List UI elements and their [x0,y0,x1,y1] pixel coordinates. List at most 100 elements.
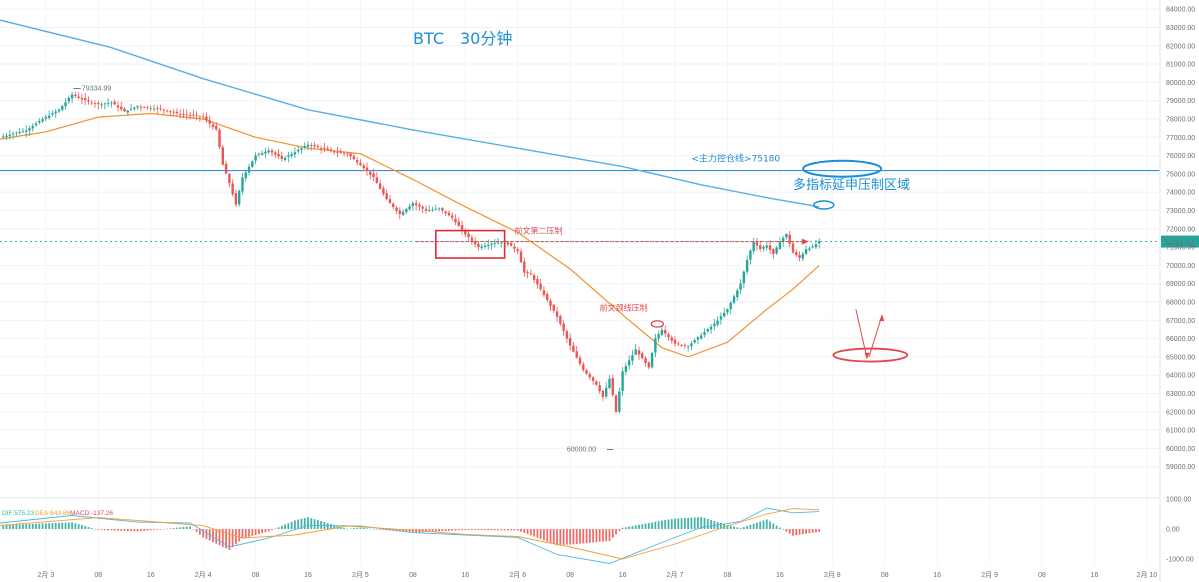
macd-histogram-bar [664,520,667,529]
candle-body [355,160,359,163]
macd-histogram-bar [120,529,123,531]
time-tick-label: 2月 9 [981,571,998,579]
price-tick-label: 75000.00 [1166,171,1195,178]
macd-histogram-bar [762,520,765,529]
candle-body [795,252,798,256]
candle-body [25,130,28,132]
macd-histogram-bar [582,529,585,544]
macd-histogram-bar [54,522,57,529]
price-tick-label: 71000.00 [1166,245,1195,252]
macd-histogram-bar [41,523,44,529]
candle-body [490,243,493,245]
macd-histogram-bar [38,523,41,529]
candle-body [680,345,683,347]
macd-histogram-bar [808,529,811,534]
candle-body [745,259,749,272]
candle-body [546,294,549,300]
time-tick-label: 16 [147,572,155,579]
current-price-tag [1161,235,1199,248]
candle-body [755,242,759,246]
macd-histogram-bar [12,524,15,529]
macd-histogram-bar [549,529,552,543]
candle-body [182,113,185,115]
candle-body [77,96,80,98]
macd-histogram-bar [248,529,250,537]
candle-body [198,116,202,118]
macd-histogram-bar [425,529,427,533]
macd-histogram-bar [575,529,578,544]
candle-body [470,237,474,241]
up-arrowhead [879,314,885,322]
macd-histogram-bar [241,529,244,539]
candle-body [487,244,490,247]
candle-body [641,353,644,359]
macd-histogram-bar [772,523,775,529]
macd-histogram-bar [48,523,51,529]
macd-histogram-bar [798,529,801,535]
candle-body [467,233,470,238]
congestion-box [435,229,506,259]
macd-histogram-bar [615,529,617,535]
candle-body [382,188,385,194]
price-tick-label: 78000.00 [1166,116,1195,123]
time-tick-label: 08 [566,572,574,579]
candle-body [70,94,74,99]
candle-body [598,385,601,392]
candle-body [139,106,143,108]
candle-body [221,147,225,165]
macd-histogram-bar [176,527,178,529]
candle-body [283,157,287,161]
candle-body [306,144,310,147]
candle-body [421,206,424,209]
price-tick-label: 79000.00 [1166,98,1195,105]
macd-histogram-bar [516,529,519,531]
candle-body [303,145,306,148]
macd-histogram-bar [572,529,575,545]
macd-histogram-bar [670,519,673,529]
time-axis: 2月 3 08 16 2月 4 08 16 2月 5 08 16 2月 6 08 16 2月 7 08 16… [0,497,1160,579]
candle-body [565,331,569,339]
macd-histogram-bar [166,528,169,530]
candle-body [342,152,346,154]
macd-histogram-bar [474,529,477,531]
candle-body [290,153,293,156]
candle-body [529,273,533,275]
macd-histogram-bar [117,529,119,531]
candle-body [585,370,588,374]
candle-body [804,249,808,254]
current-price-label: 71301.40 [1164,239,1193,246]
candle-body [300,148,303,150]
macd-histogram-bar [503,529,506,531]
macd-histogram-bar [641,524,644,529]
time-grid [45,0,1148,565]
macd-histogram-bar [103,529,106,531]
macd-histogram-bar [221,529,224,547]
candle-body [333,151,336,153]
time-tick-label: 2月 5 [352,571,369,579]
macd-histogram-bar [579,529,581,544]
candle-body [116,105,120,108]
candle-body [326,148,329,150]
candle-body [562,323,565,332]
candle-body [8,134,12,137]
candle-body [634,349,637,355]
candle-body [509,242,513,246]
macd-histogram-bar [782,529,785,530]
macd-histogram-bar [742,527,745,529]
main-cost-line-label: <主力控仓线>75180 [691,153,780,165]
macd-histogram-bar [631,526,634,529]
candle-body [195,114,198,116]
candle-body [493,243,497,245]
candle-body [123,108,126,112]
candle-body [759,245,762,249]
macd-histogram-bar [189,526,191,529]
candle-body [559,316,562,324]
candle-body [192,114,195,116]
macd-histogram-bar [693,517,696,529]
macd-histogram-bar [87,527,90,529]
macd-histogram-bar [651,522,653,529]
macd-histogram-bar [795,529,798,536]
time-tick-label: 16 [933,572,941,579]
macd-histogram-bar [238,529,241,542]
macd-histogram-bar [815,529,817,533]
